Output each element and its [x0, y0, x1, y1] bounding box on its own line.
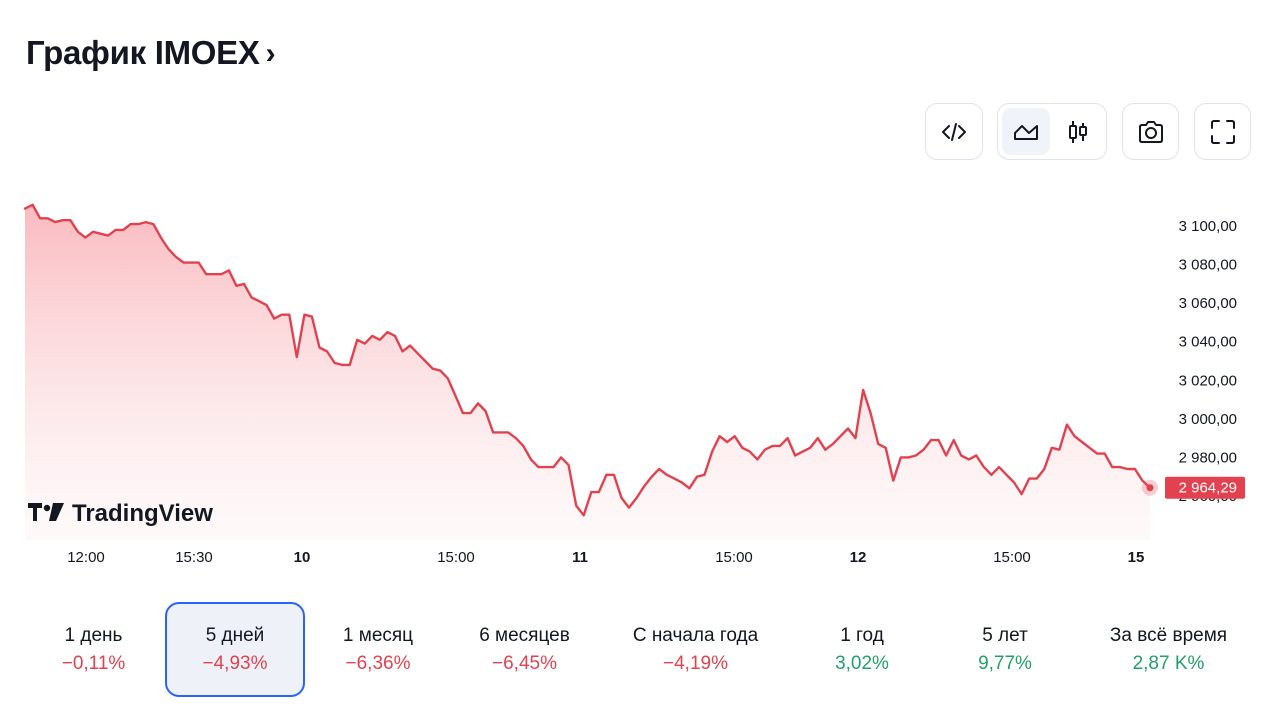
period-tab[interactable]: 6 месяцев −6,45%	[451, 602, 598, 697]
chart-type-toggle	[997, 103, 1107, 160]
fullscreen-icon	[1210, 119, 1235, 144]
screenshot-button[interactable]	[1127, 108, 1174, 155]
page-title-text: График IMOEX	[26, 34, 260, 71]
x-axis-tick-label: 15:30	[175, 549, 213, 566]
period-change-value: 2,87 K%	[1132, 652, 1205, 674]
period-label: 1 месяц	[342, 624, 414, 646]
period-change-value: −4,93%	[202, 652, 268, 674]
period-change-value: −6,36%	[345, 652, 411, 674]
y-axis-tick-label: 3 020,00	[1179, 372, 1237, 389]
fullscreen-group	[1194, 103, 1251, 160]
period-tab[interactable]: 1 день −0,11%	[22, 602, 165, 697]
page-title[interactable]: График IMOEX ›	[26, 34, 276, 72]
last-price-label: 2 964,29	[1179, 480, 1237, 497]
x-axis-tick-label: 15:00	[437, 549, 475, 566]
x-axis-tick-label: 15	[1128, 549, 1145, 566]
period-label: 5 дней	[205, 624, 265, 646]
period-change-value: −6,45%	[492, 652, 557, 674]
period-label: С начала года	[632, 624, 759, 646]
period-change-value: −0,11%	[61, 652, 126, 674]
y-axis-tick-label: 2 980,00	[1179, 449, 1237, 466]
period-tab[interactable]: 5 дней −4,93%	[165, 602, 305, 697]
period-change-value: 3,02%	[835, 652, 889, 674]
area-chart-button[interactable]	[1002, 108, 1050, 155]
x-axis-tick-label: 11	[572, 549, 588, 566]
candles-icon	[1069, 120, 1087, 143]
last-point-marker	[1146, 484, 1154, 492]
period-label: 1 год	[840, 624, 884, 646]
x-axis-tick-label: 15:00	[715, 549, 753, 566]
y-axis-tick-label: 3 000,00	[1179, 411, 1237, 428]
period-tab[interactable]: 1 месяц −6,36%	[305, 602, 451, 697]
y-axis-tick-label: 3 080,00	[1179, 257, 1237, 274]
period-label: 5 лет	[982, 624, 1028, 646]
chevron-right-icon: ›	[265, 37, 276, 70]
period-change-value: 9,77%	[978, 652, 1032, 674]
camera-icon	[1138, 120, 1163, 143]
y-axis-tick-label: 3 060,00	[1179, 295, 1237, 312]
period-label: 6 месяцев	[479, 624, 570, 646]
tradingview-watermark: TradingView	[72, 500, 213, 527]
period-tab[interactable]: 5 лет 9,77%	[931, 602, 1079, 697]
x-axis-tick-label: 15:00	[993, 549, 1031, 566]
y-axis-tick-label: 3 100,00	[1179, 218, 1237, 235]
period-selector: 1 день −0,11% 5 дней −4,93% 1 месяц −6,36% 6 м…	[22, 602, 1258, 697]
last-price-badge	[1165, 476, 1245, 499]
period-label: За всё время	[1109, 624, 1228, 646]
screenshot-group	[1122, 103, 1179, 160]
x-axis-tick-label: 10	[294, 549, 311, 566]
candles-chart-button[interactable]	[1054, 108, 1102, 155]
period-tab[interactable]: За всё время 2,87 K%	[1079, 602, 1258, 697]
period-label: 1 день	[64, 624, 123, 646]
period-tab[interactable]: С начала года −4,19%	[598, 602, 793, 697]
x-axis-tick-label: 12:00	[67, 549, 105, 566]
tradingview-logo	[28, 503, 64, 521]
price-chart-svg: 3 100,00 3 080,00 3 060,00 3 040,00 3 020,00…	[23, 203, 1245, 566]
price-line	[23, 203, 1152, 517]
price-area-fill	[25, 204, 1150, 541]
embed-code-button[interactable]	[930, 108, 978, 155]
period-tab[interactable]: 1 год 3,02%	[793, 602, 931, 697]
y-axis-tick-label: 3 040,00	[1179, 334, 1237, 351]
embed-toolbar-group	[925, 103, 983, 160]
fullscreen-button[interactable]	[1199, 108, 1246, 155]
area-chart-icon	[1014, 124, 1038, 140]
period-change-value: −4,19%	[663, 652, 728, 674]
x-axis-tick-label: 12	[850, 549, 867, 566]
code-icon	[942, 122, 966, 141]
price-chart[interactable]: 3 100,00 3 080,00 3 060,00 3 040,00 3 020,00…	[0, 180, 1280, 580]
